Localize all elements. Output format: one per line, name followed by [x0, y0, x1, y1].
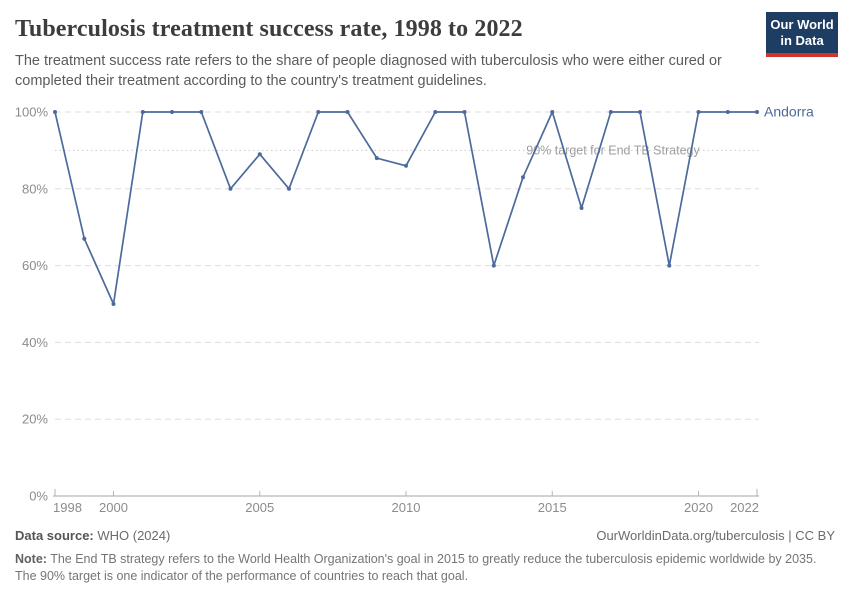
y-axis-label: 80%: [22, 181, 48, 196]
y-axis-label: 100%: [15, 105, 49, 120]
page-title: Tuberculosis treatment success rate, 199…: [15, 16, 523, 42]
data-point[interactable]: [462, 110, 467, 114]
owid-logo[interactable]: Our World in Data: [766, 12, 838, 57]
x-axis-label: 2005: [245, 500, 274, 515]
data-point[interactable]: [228, 186, 233, 191]
x-axis-label: 2020: [684, 500, 713, 515]
data-point[interactable]: [345, 110, 350, 114]
data-point[interactable]: [550, 110, 555, 114]
data-point[interactable]: [170, 110, 174, 114]
data-point[interactable]: [374, 156, 379, 161]
data-point[interactable]: [53, 110, 57, 114]
data-point[interactable]: [579, 206, 584, 210]
chart-canvas: 0% 20% 40% 60% 80% 100% 90% target for End TB …: [15, 104, 814, 516]
owid-cc-link[interactable]: OurWorldinData.org/tuberculosis | CC BY: [596, 528, 835, 543]
data-source-value: WHO (2024): [93, 528, 171, 543]
data-point[interactable]: [287, 186, 291, 191]
x-axis-label: 2015: [538, 500, 567, 515]
data-point[interactable]: [608, 110, 613, 114]
data-point[interactable]: [404, 163, 408, 168]
series-line-andorra[interactable]: [54, 111, 757, 305]
data-source: Data source: WHO (2024): [15, 527, 170, 544]
x-axis-label: 2000: [99, 500, 128, 515]
owid-logo-line1: Our World: [770, 17, 834, 32]
chart-subtitle: The treatment success rate refers to the…: [15, 53, 722, 89]
y-axis-label: 0%: [29, 489, 48, 504]
data-point[interactable]: [667, 263, 672, 268]
y-axis-label: 40%: [22, 335, 48, 350]
chart-note: Note: The End TB strategy refers to the …: [15, 551, 835, 585]
owid-logo-line2: in Data: [780, 33, 824, 48]
data-point[interactable]: [433, 110, 438, 114]
data-point[interactable]: [638, 110, 642, 114]
data-point[interactable]: [257, 152, 262, 157]
y-axis-label: 60%: [22, 258, 48, 273]
chart-header: Tuberculosis treatment success rate, 199…: [0, 0, 850, 91]
x-axis-label: 2022: [730, 500, 759, 515]
data-point[interactable]: [725, 110, 730, 114]
data-point[interactable]: [521, 175, 525, 180]
x-axis-label: 2010: [392, 500, 421, 515]
data-point[interactable]: [316, 110, 321, 114]
data-point[interactable]: [199, 110, 204, 114]
data-point[interactable]: [696, 110, 701, 114]
data-point[interactable]: [755, 110, 759, 114]
series-label-andorra[interactable]: Andorra: [764, 104, 814, 120]
target-annotation: 90% target for End TB Strategy: [526, 143, 700, 157]
note-label: Note:: [15, 552, 47, 566]
data-point[interactable]: [111, 302, 116, 306]
y-axis-label: 20%: [22, 412, 48, 427]
line-chart: 0% 20% 40% 60% 80% 100% 90% target for End TB …: [0, 95, 850, 516]
x-axis-label: 1998: [53, 500, 82, 515]
chart-footer: Data source: WHO (2024) OurWorldinData.o…: [15, 527, 835, 585]
data-source-label: Data source:: [15, 528, 94, 543]
data-point[interactable]: [491, 263, 496, 268]
data-point[interactable]: [82, 236, 87, 241]
data-point[interactable]: [140, 110, 145, 114]
note-text: The End TB strategy refers to the World …: [15, 552, 817, 583]
